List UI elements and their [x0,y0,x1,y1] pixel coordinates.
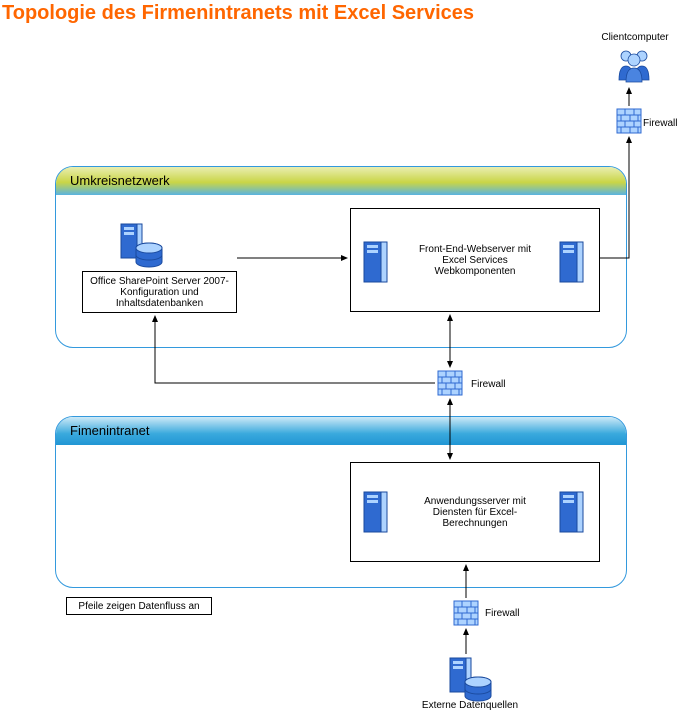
zone-intranet-header: Fimenintranet [56,417,626,445]
note-box: Pfeile zeigen Datenfluss an [66,597,212,615]
appserver-label: Anwendungsserver mit Diensten für Excel-… [415,496,535,529]
sharepoint-box: Office SharePoint Server 2007-Konfigurat… [82,271,237,313]
firewall2-icon [437,370,463,396]
ext-db-icon [444,656,494,704]
sharepoint-icon [115,222,165,270]
server-icon [558,240,586,284]
arrows-layer [0,0,689,724]
server-icon [362,490,390,534]
sharepoint-label: Office SharePoint Server 2007-Konfigurat… [85,276,234,309]
server-icon [558,490,586,534]
frontend-label: Front-End-Webserver mit Excel Services W… [415,244,535,277]
zone-umkreis-header: Umkreisnetzwerk [56,167,626,195]
firewall1-label: Firewall [643,118,677,129]
firewall1-icon [616,108,642,134]
firewall3-icon [453,600,479,626]
note-label: Pfeile zeigen Datenfluss an [78,601,199,612]
people-icon [614,48,654,84]
firewall2-label: Firewall [471,379,505,390]
server-icon [362,240,390,284]
client-label: Clientcomputer [590,32,680,43]
page-title: Topologie des Firmenintranets mit Excel … [2,2,474,25]
firewall3-label: Firewall [485,608,519,619]
